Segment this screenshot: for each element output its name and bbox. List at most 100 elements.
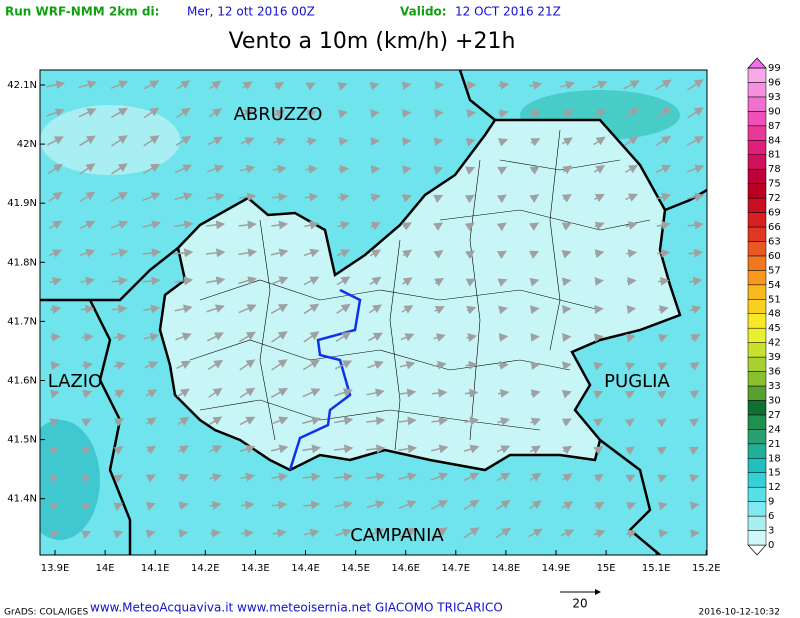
wind-arrow [176,80,191,90]
wind-arrow [337,221,351,230]
wind-arrow [434,306,445,315]
wind-arrow [686,164,705,173]
wind-arrow [624,390,635,400]
wind-arrow [528,500,542,510]
colorbar-segment [747,515,767,531]
wind-arrow [594,502,605,511]
wind-arrow [689,501,700,511]
wind-arrow [366,500,385,509]
region-label: LAZIO [48,371,103,392]
wind-arrow [113,502,124,511]
colorbar-segment [747,140,767,155]
colorbar-label: 30 [768,395,781,406]
colorbar-segment [747,183,767,199]
wind-arrow [497,388,510,398]
wind-arrow [561,501,574,510]
wind-arrow [434,108,444,118]
colorbar-segment [747,226,767,242]
wind-arrow [238,248,258,258]
wind-arrow [79,163,96,175]
colorbar-label: 93 [768,92,781,103]
wind-arrow [335,528,352,538]
wind-field [40,105,180,175]
wind-arrow [401,194,412,203]
wind-arrow [272,500,288,510]
wind-arrow [497,166,508,175]
wind-arrow [177,416,190,426]
wind-arrow [562,305,572,314]
wind-arrow [304,220,320,230]
wind-arrow [271,331,288,343]
wind-arrow [466,333,478,342]
wind-arrow [688,276,703,286]
wind-arrow [366,444,386,454]
wind-arrow [79,248,96,258]
wind-arrow [142,276,161,286]
region-label: PUGLIA [604,371,670,392]
lon-label: 14.3E [241,563,270,574]
wind-arrow [336,249,351,258]
wind-arrow [209,500,222,510]
wind-arrow [366,528,385,538]
wind-arrow [271,472,288,482]
wind-arrow [655,164,672,174]
wind-arrow [496,445,511,454]
wind-arrow [207,164,225,174]
wind-arrow [498,360,509,370]
wind-arrow [399,388,417,398]
wind-arrow [112,304,128,314]
colorbar-label: 15 [768,468,781,479]
wind-arrow [206,220,226,230]
wind-arrow [528,528,543,538]
wind-arrow [402,137,412,146]
colorbar-segment [747,284,767,300]
wind-arrow [174,276,194,286]
wind-arrow [658,305,669,315]
wind-arrow [303,500,321,510]
wind-arrow [530,361,541,370]
wind-arrow [302,472,321,482]
wind-arrow [398,472,418,482]
wind-arrow [208,108,223,118]
colorbar-segment [747,342,767,358]
wind-arrow [657,501,668,511]
wind-arrow [81,332,94,342]
wind-arrow [464,194,475,204]
wind-arrow [367,360,384,370]
wind-arrow [689,446,700,455]
wind-arrow [336,276,351,286]
wind-arrow [334,444,354,454]
colorbar-segment [747,313,767,329]
wind-arrow [114,390,125,399]
wind-arrow [561,418,572,427]
map-frame [39,69,708,556]
wind-arrow [274,81,285,91]
wind-arrow [529,80,543,90]
wind-arrow [241,528,254,538]
wind-arrow [463,472,480,482]
wind-arrow [306,109,317,119]
wind-arrow [113,446,124,455]
colorbar-segment [747,154,767,170]
wind-arrow [431,527,448,539]
wind-arrow [433,249,444,259]
wind-arrow [302,388,321,398]
colorbar-segment [747,371,767,387]
colorbar: 0369121518212427303336394245485154576063… [747,57,781,556]
wind-arrow [238,220,257,230]
wind-arrow [464,222,475,232]
colorbar-segment [747,241,767,257]
wind-arrow [306,137,318,146]
wind-arrow [398,500,417,510]
lon-label: 15E [597,563,616,574]
wind-arrow [303,248,320,258]
wind-arrow [205,248,226,258]
wind-arrow [242,81,253,90]
wind-arrow [657,362,668,371]
wind-arrow [369,81,380,91]
wind-arrow [208,445,223,454]
colorbar-label: 9 [768,497,774,508]
wind-arrow [302,416,322,425]
colorbar-end [747,57,767,69]
wind-arrow [655,107,672,119]
